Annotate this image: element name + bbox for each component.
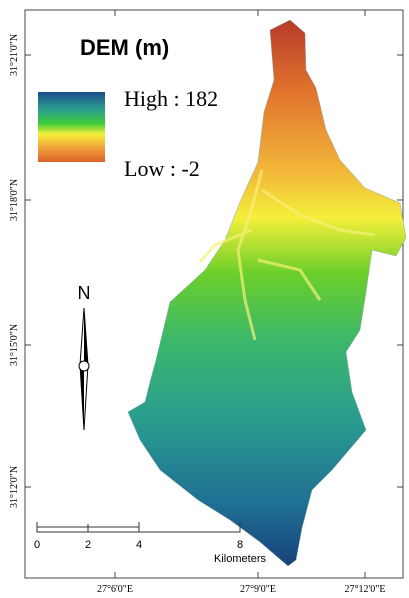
legend-low: Low : -2 xyxy=(124,156,200,181)
scale-label: 8 xyxy=(237,539,243,551)
scale-unit: Kilometers xyxy=(214,553,266,565)
legend-high: High : 182 xyxy=(124,86,218,111)
frame-ticks xyxy=(25,10,403,578)
latitude-label: 31°12'0"N xyxy=(9,466,20,508)
drainage xyxy=(198,169,376,341)
latitude-label: 31°21'0"N xyxy=(9,34,20,76)
longitude-label: 27°12'0"E xyxy=(345,584,386,595)
latitude-label: 31°15'0"N xyxy=(9,324,20,366)
longitude-label: 27°6'0"E xyxy=(97,584,133,595)
north-label: N xyxy=(78,283,91,303)
scale-label: 0 xyxy=(34,539,40,551)
longitude-label: 27°9'0"E xyxy=(240,584,276,595)
scale-label: 2 xyxy=(85,539,91,551)
latitude-label: 31°18'0"N xyxy=(9,179,20,221)
scale-bar xyxy=(36,522,241,533)
map-frame xyxy=(24,9,404,579)
legend-ramp xyxy=(38,92,105,162)
dem-area xyxy=(127,19,407,567)
north-arrow xyxy=(78,307,90,431)
map-title: DEM (m) xyxy=(80,35,169,60)
scale-label: 4 xyxy=(136,539,142,551)
